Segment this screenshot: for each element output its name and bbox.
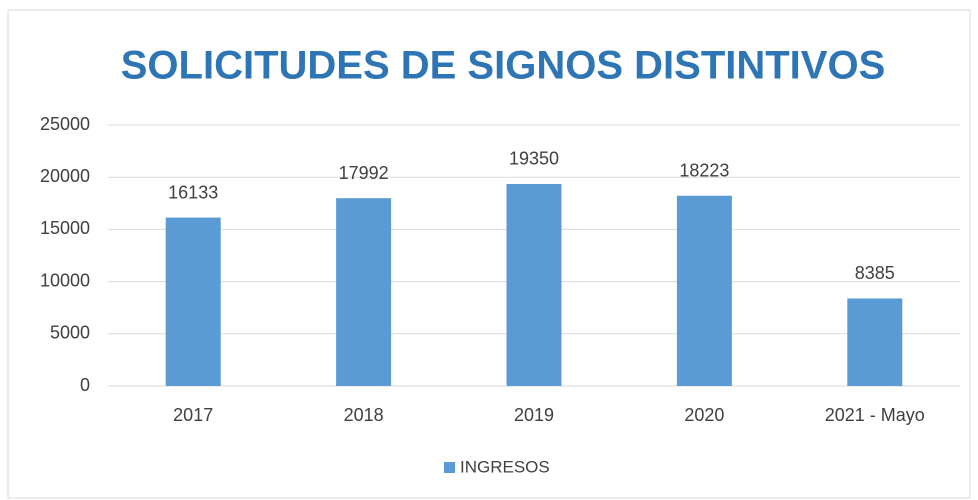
legend-label: INGRESOS xyxy=(460,457,550,476)
y-tick-label: 25000 xyxy=(40,114,90,134)
data-label: 19350 xyxy=(509,149,559,169)
x-tick-label: 2019 xyxy=(514,405,554,425)
bar xyxy=(165,217,221,386)
legend-swatch xyxy=(444,462,455,473)
y-tick-label: 0 xyxy=(80,375,90,395)
bar xyxy=(336,198,392,386)
y-tick-label: 15000 xyxy=(40,218,90,238)
y-tick-label: 5000 xyxy=(50,323,90,343)
data-label: 18223 xyxy=(679,161,729,181)
bar xyxy=(847,298,903,386)
y-tick-label: 10000 xyxy=(40,270,90,290)
data-label: 17992 xyxy=(339,163,389,183)
x-tick-label: 2018 xyxy=(344,405,384,425)
x-tick-label: 2021 - Mayo xyxy=(825,405,925,425)
y-tick-label: 20000 xyxy=(40,166,90,186)
x-tick-label: 2020 xyxy=(684,405,724,425)
data-label: 16133 xyxy=(168,182,218,202)
chart-title: SOLICITUDES DE SIGNOS DISTINTIVOS xyxy=(121,44,886,88)
bar xyxy=(676,195,732,386)
bar xyxy=(506,183,562,386)
data-label: 8385 xyxy=(855,263,895,283)
x-tick-label: 2017 xyxy=(173,405,213,425)
